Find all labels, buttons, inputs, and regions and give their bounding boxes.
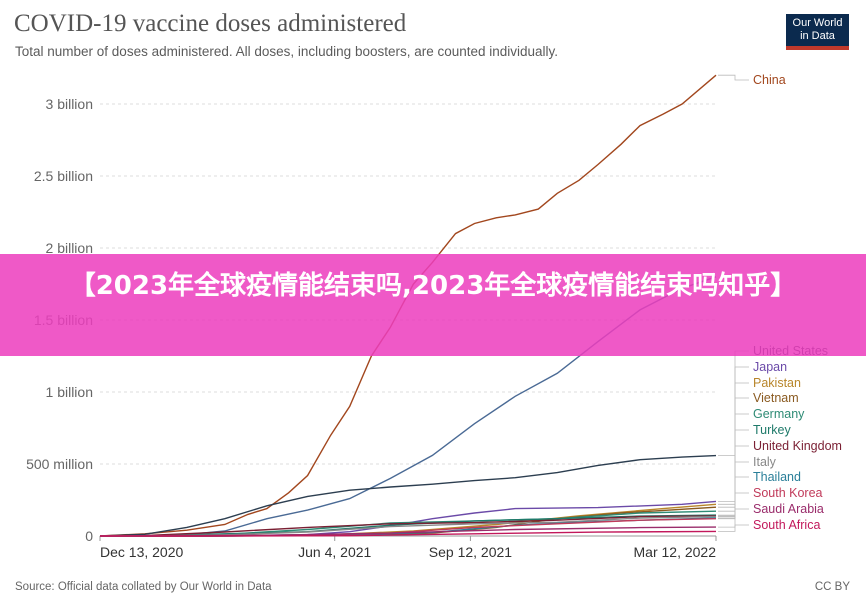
legend-item-saudi-arabia: Saudi Arabia	[753, 502, 824, 516]
owid-logo[interactable]: Our World in Data	[786, 14, 849, 50]
y-tick-label: 2 billion	[46, 240, 93, 256]
legend-item-south-korea: South Korea	[753, 486, 823, 500]
legend-item-thailand: Thailand	[753, 470, 801, 484]
legend-connector	[718, 382, 749, 505]
overlay-banner[interactable]: 【2023年全球疫情能结束吗,2023年全球疫情能结束吗知乎】	[0, 254, 866, 356]
legend-item-pakistan: Pakistan	[753, 376, 801, 390]
x-axis-ticks: Dec 13, 2020 Jun 4, 2021 Sep 12, 2021 Mar 1…	[99, 536, 717, 560]
legend-connector	[718, 429, 749, 516]
logo-line-2: in Data	[800, 30, 835, 42]
series-line-united-states	[99, 454, 717, 537]
legend-item-italy: Italy	[753, 455, 777, 469]
y-tick-label: 3 billion	[46, 96, 93, 112]
legend-connector	[718, 508, 749, 528]
legend-connector	[718, 413, 749, 512]
chart-title: COVID-19 vaccine doses administered	[14, 10, 407, 37]
logo-line-1: Our World	[792, 17, 843, 29]
legend-item-vietnam: Vietnam	[753, 391, 799, 405]
legend-item-germany: Germany	[753, 407, 805, 421]
series-line-south-africa	[100, 530, 717, 537]
legend-connector	[718, 74, 749, 81]
legend-connector	[718, 445, 749, 517]
y-tick-label: 1 billion	[46, 384, 93, 400]
chart-subtitle: Total number of doses administered. All …	[15, 44, 559, 59]
series-line-united-kingdom	[99, 515, 717, 537]
legend-item-japan: Japan	[753, 360, 787, 374]
legend-item-turkey: Turkey	[753, 423, 791, 437]
legend-connector	[718, 476, 749, 519]
legend-item-china: China	[753, 73, 786, 87]
y-tick-label: 2.5 billion	[34, 168, 93, 184]
source-note: Source: Official data collated by Our Wo…	[15, 581, 272, 593]
x-tick-label: Sep 12, 2021	[429, 544, 513, 560]
x-tick-label: Mar 12, 2022	[634, 544, 717, 560]
legend-connector	[718, 366, 749, 502]
legend-item-south-africa: South Africa	[753, 518, 820, 532]
y-tick-label: 500 million	[26, 456, 93, 472]
legend-connector	[718, 492, 749, 520]
legend-connector	[718, 524, 749, 532]
legend-item-united-kingdom: United Kingdom	[753, 439, 842, 453]
legend-connector	[718, 461, 749, 517]
y-tick-label: 0	[85, 528, 93, 544]
x-tick-label: Jun 4, 2021	[298, 544, 371, 560]
license-label[interactable]: CC BY	[814, 581, 850, 593]
x-tick-label: Dec 13, 2020	[100, 544, 183, 560]
